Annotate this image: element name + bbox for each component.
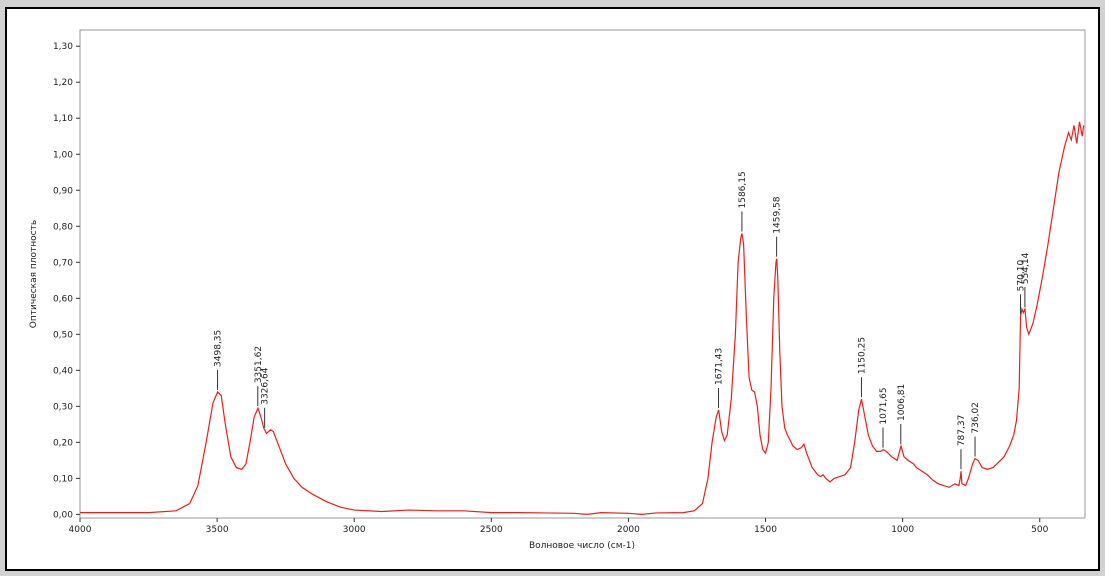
x-tick-label: 3500 [206,525,229,535]
y-tick-label: 0,40 [53,366,73,376]
plot-area [79,29,1086,519]
x-tick-label: 500 [1031,525,1048,535]
y-tick-label: 0,80 [53,222,73,232]
x-tick-label: 3000 [343,525,366,535]
y-tick-label: 0,70 [53,258,73,268]
peak-label: 736,02 [971,402,981,434]
x-tick-label: 2000 [617,525,640,535]
peak-label: 1006,81 [897,384,907,421]
spectrum-line [80,121,1085,516]
peak-label: 1586,15 [738,171,748,208]
peak-label: 787,37 [957,415,967,447]
peak-label: 1150,25 [857,337,867,374]
y-tick-label: 1,00 [53,150,73,160]
y-axis-title: Оптическая плотность [29,220,39,328]
y-tick-label: 0,00 [53,510,73,520]
x-tick-label: 2500 [480,525,503,535]
y-tick-label: 1,30 [53,42,73,52]
y-tick-label: 0,90 [53,186,73,196]
inner-frame [5,7,1100,571]
x-axis-title: Волновое число (см-1) [529,541,635,551]
x-tick-label: 1000 [891,525,914,535]
x-tick-label: 1500 [754,525,777,535]
y-tick-label: 0,30 [53,402,73,412]
peak-label: 1671,43 [715,348,725,385]
peak-label: 3326,64 [261,367,271,404]
peak-label: 1071,65 [879,387,889,424]
peak-label: 3498,35 [214,330,224,367]
peak-label: 1459,58 [773,196,783,233]
x-tick-label: 4000 [69,525,92,535]
y-tick-label: 0,20 [53,438,73,448]
y-tick-label: 1,20 [53,78,73,88]
y-tick-label: 0,50 [53,330,73,340]
peak-label: 570,10 [1017,260,1027,292]
y-tick-label: 0,60 [53,294,73,304]
y-tick-label: 1,10 [53,114,73,124]
peak-label: 3351,62 [254,346,264,383]
peak-label: 554,14 [1021,252,1031,284]
y-tick-label: 0,10 [53,474,73,484]
